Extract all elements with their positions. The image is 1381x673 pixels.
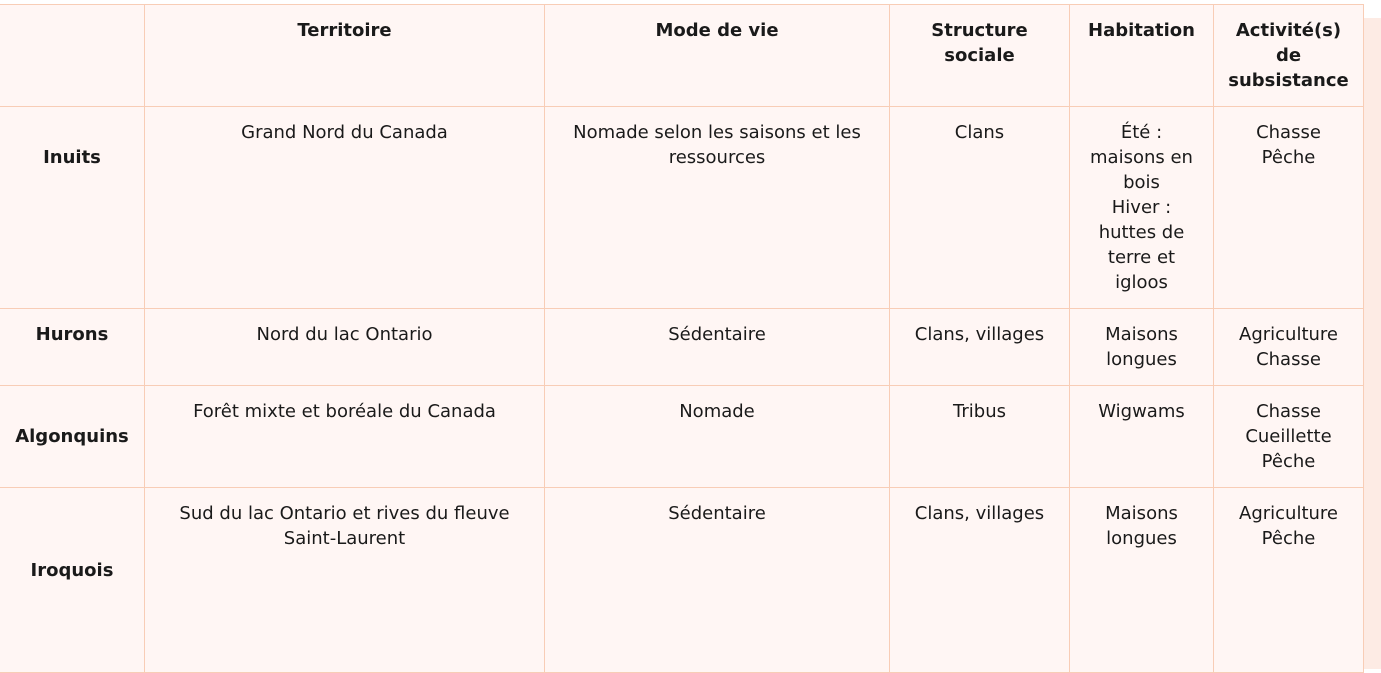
header-structure-sociale: Structure sociale: [889, 4, 1070, 107]
header-activites: Activité(s) de subsistance: [1213, 4, 1364, 107]
cell-line: Pêche: [1261, 147, 1316, 168]
cell-line: Chasse: [1256, 349, 1321, 370]
cell-line: Wigwams: [1098, 401, 1185, 422]
table-row: Iroquois Sud du lac Ontario et rives du …: [0, 487, 1364, 673]
header-empty: [0, 4, 145, 107]
row-header: Algonquins: [0, 385, 145, 488]
header-row: Territoire Mode de vie Structure sociale…: [0, 4, 1364, 107]
cell-line: Pêche: [1261, 451, 1316, 472]
row-header: Hurons: [0, 308, 145, 386]
cell-line: Maisons longues: [1105, 324, 1178, 370]
cell-line: huttes de terre et igloos: [1098, 222, 1185, 293]
cell-line: Maisons longues: [1105, 503, 1178, 549]
cell-territoire: Nord du lac Ontario: [144, 308, 545, 386]
cell-habitation: Maisons longues: [1069, 487, 1214, 673]
cell-activites: Chasse Cueillette Pêche: [1213, 385, 1364, 488]
header-habitation: Habitation: [1069, 4, 1214, 107]
cell-mode: Nomade selon les saisons et les ressourc…: [544, 106, 890, 309]
table-row: Algonquins Forêt mixte et boréale du Can…: [0, 385, 1364, 488]
cell-habitation: Maisons longues: [1069, 308, 1214, 386]
cell-line: Agriculture: [1239, 324, 1338, 345]
cell-territoire: Forêt mixte et boréale du Canada: [144, 385, 545, 488]
cell-habitation: Été : maisons en bois Hiver : huttes de …: [1069, 106, 1214, 309]
cell-structure: Clans, villages: [889, 308, 1070, 386]
cell-territoire: Sud du lac Ontario et rives du fleuve Sa…: [144, 487, 545, 673]
cell-line: Chasse: [1256, 122, 1321, 143]
cell-line: Été :: [1120, 122, 1163, 143]
header-mode-de-vie: Mode de vie: [544, 4, 890, 107]
cell-mode: Sédentaire: [544, 487, 890, 673]
cell-structure: Clans: [889, 106, 1070, 309]
scroll-strip: [1362, 18, 1381, 669]
cell-habitation: Wigwams: [1069, 385, 1214, 488]
cell-structure: Clans, villages: [889, 487, 1070, 673]
cell-structure: Tribus: [889, 385, 1070, 488]
cell-line: Agriculture: [1239, 503, 1338, 524]
cell-line: Hiver :: [1111, 197, 1172, 218]
cell-territoire: Grand Nord du Canada: [144, 106, 545, 309]
row-header: Iroquois: [0, 487, 145, 673]
cell-activites: Chasse Pêche: [1213, 106, 1364, 309]
cell-line: Pêche: [1261, 528, 1316, 549]
cell-mode: Nomade: [544, 385, 890, 488]
cell-activites: Agriculture Pêche: [1213, 487, 1364, 673]
peoples-table: Territoire Mode de vie Structure sociale…: [0, 4, 1364, 673]
cell-line: Cueillette: [1245, 426, 1332, 447]
row-header: Inuits: [0, 106, 145, 309]
table-row: Inuits Grand Nord du Canada Nomade selon…: [0, 106, 1364, 309]
header-territoire: Territoire: [144, 4, 545, 107]
cell-activites: Agriculture Chasse: [1213, 308, 1364, 386]
table-row: Hurons Nord du lac Ontario Sédentaire Cl…: [0, 308, 1364, 386]
cell-line: maisons en bois: [1090, 147, 1193, 193]
cell-line: Chasse: [1256, 401, 1321, 422]
cell-mode: Sédentaire: [544, 308, 890, 386]
